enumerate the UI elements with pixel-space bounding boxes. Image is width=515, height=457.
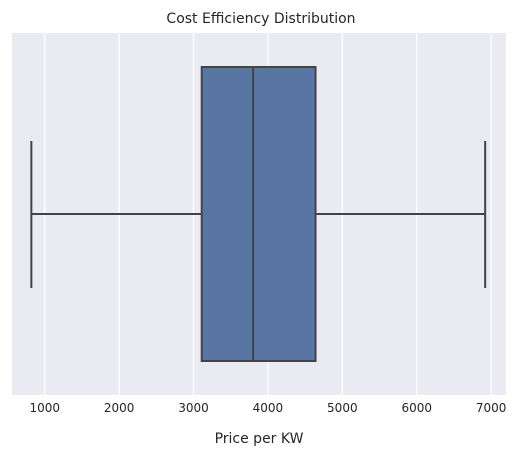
box-plot-marks (30, 66, 487, 362)
x-axis-ticks: 1000 2000 3000 4000 5000 6000 7000 (29, 401, 506, 415)
x-axis-label: Price per KW (215, 431, 304, 447)
x-tick-label: 3000 (178, 401, 209, 415)
chart-title: Cost Efficiency Distribution (166, 11, 355, 27)
x-tick-label: 1000 (29, 401, 60, 415)
x-tick-label: 2000 (104, 401, 135, 415)
x-tick-label: 6000 (401, 401, 432, 415)
x-tick-label: 5000 (327, 401, 358, 415)
iqr-box (200, 66, 317, 362)
x-tick-label: 7000 (476, 401, 507, 415)
x-tick-label: 4000 (253, 401, 284, 415)
